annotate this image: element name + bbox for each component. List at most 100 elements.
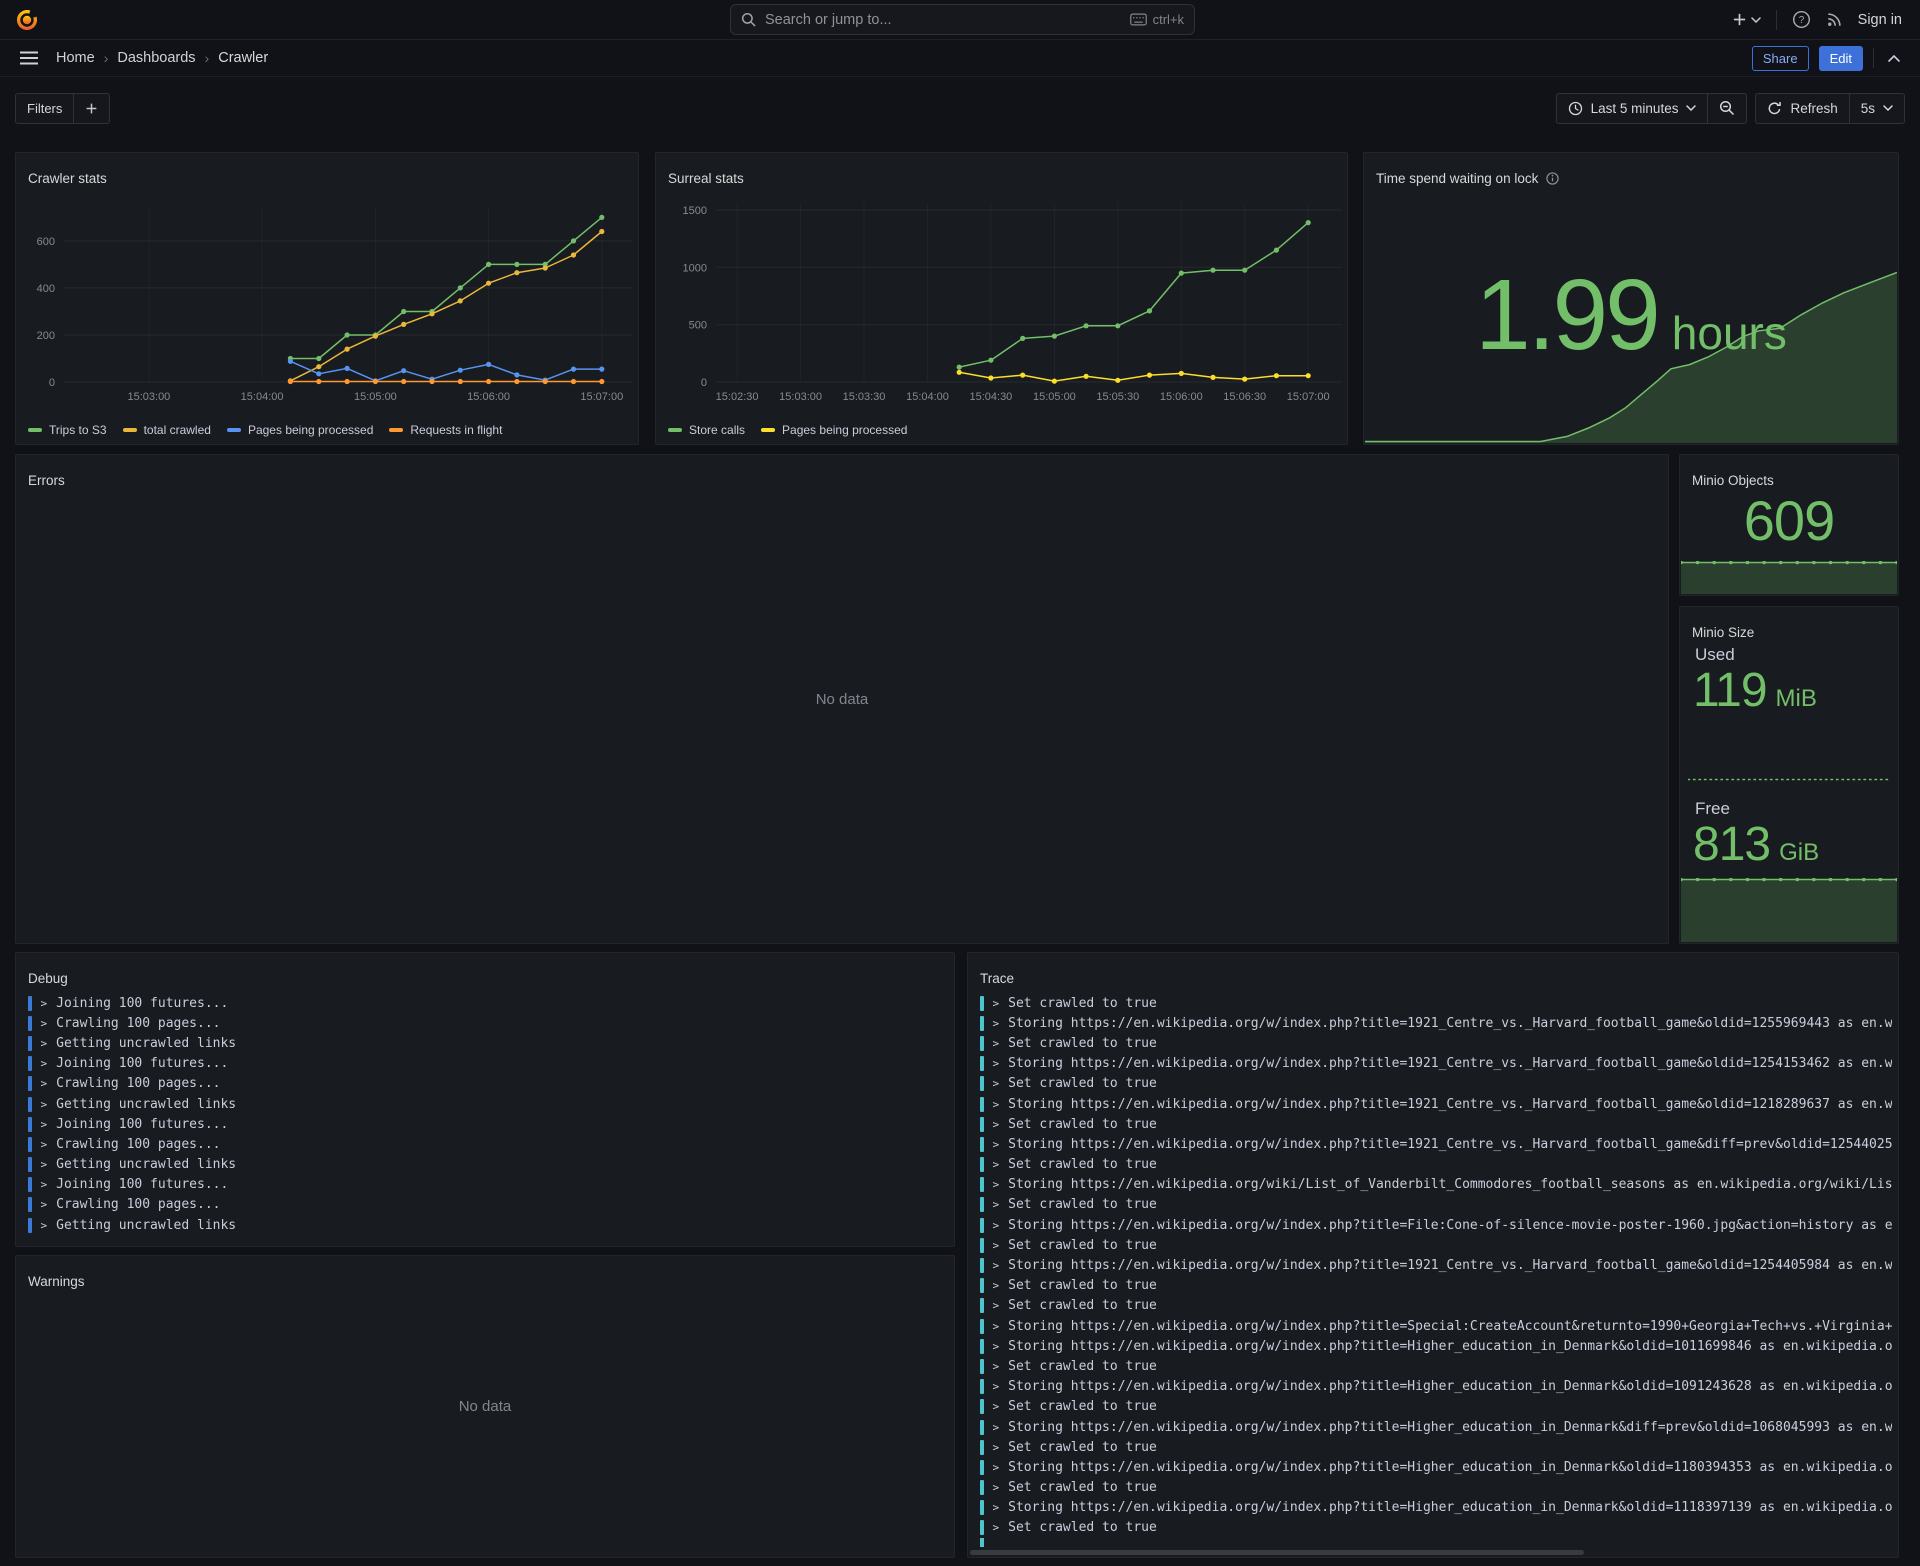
legend-item[interactable]: Store calls (668, 423, 745, 437)
grafana-logo-icon[interactable] (15, 8, 39, 32)
help-button[interactable]: ? (1792, 10, 1811, 29)
log-row[interactable]: > Getting uncrawled links (28, 1155, 948, 1175)
chevron-down-icon (1883, 105, 1893, 111)
log-line-text: Storing https://en.wikipedia.org/w/index… (1008, 1217, 1892, 1233)
add-filter-button[interactable] (74, 94, 109, 123)
log-row[interactable]: > Set crawled to true (980, 1235, 1892, 1255)
log-row[interactable]: > Crawling 100 pages... (28, 1074, 948, 1094)
crawler-stats-chart[interactable]: 0 200 400 600 15:03:00 15:04:00 15:05:00 15:06:… (16, 153, 638, 444)
log-row[interactable]: > Set crawled to true (980, 993, 1892, 1013)
log-row[interactable]: > Joining 100 futures... (28, 993, 948, 1013)
refresh-interval-button[interactable]: 5s (1850, 94, 1904, 123)
breadcrumb-home[interactable]: Home (56, 50, 95, 66)
log-row[interactable]: > Getting uncrawled links (28, 1033, 948, 1053)
panel-title[interactable]: Warnings (28, 1274, 85, 1290)
log-row[interactable]: > Storing https://en.wikipedia.org/w/inde… (980, 1336, 1892, 1356)
log-level-bar (980, 1298, 984, 1314)
log-row[interactable]: > Joining 100 futures... (28, 1175, 948, 1195)
log-row[interactable]: > Storing https://en.wikipedia.org/w/inde… (980, 1054, 1892, 1074)
log-row[interactable]: > Set crawled to true (980, 1356, 1892, 1376)
refresh-group: Refresh 5s (1755, 92, 1905, 124)
log-row[interactable]: > Storing https://en.wikipedia.org/w/inde… (980, 1316, 1892, 1336)
svg-text:15:05:00: 15:05:00 (354, 391, 397, 403)
legend-item[interactable]: Pages being processed (226, 423, 373, 437)
log-row[interactable]: > Joining 100 futures... (28, 1114, 948, 1134)
log-row[interactable]: > Crawling 100 pages... (28, 1134, 948, 1154)
collapse-controls-button[interactable] (1884, 51, 1904, 66)
log-line-text: Set crawled to true (1008, 1480, 1157, 1496)
horizontal-scrollbar[interactable] (970, 1550, 1584, 1555)
log-row[interactable]: > Storing https://en.wikipedia.org/w/inde… (980, 1215, 1892, 1235)
log-row[interactable]: > Set crawled to true (980, 1437, 1892, 1457)
log-row[interactable]: > Getting uncrawled links (28, 1215, 948, 1234)
new-menu-button[interactable] (1732, 12, 1761, 27)
log-level-bar (980, 1500, 984, 1516)
log-row[interactable]: > Storing https://en.wikipedia.org/w/inde… (980, 1457, 1892, 1477)
log-row[interactable]: > Set crawled to true (980, 1296, 1892, 1316)
share-button[interactable]: Share (1751, 45, 1809, 71)
legend-item[interactable]: Trips to S3 (28, 423, 107, 437)
log-row[interactable]: > Joining 100 futures... (28, 1054, 948, 1074)
log-row[interactable]: > Crawling 100 pages... (28, 1195, 948, 1215)
expand-chevron-icon: > (40, 1117, 48, 1131)
breadcrumb-dashboards[interactable]: Dashboards (117, 50, 196, 66)
expand-chevron-icon: > (40, 1198, 48, 1212)
surreal-stats-chart[interactable]: 0 500 1000 1500 15:02:30 15:03:00 15:03:30 15:0… (656, 153, 1347, 444)
stat-unit: GiB (1779, 839, 1820, 866)
log-line-text: Set crawled to true (1008, 1157, 1157, 1173)
log-row[interactable]: > Storing https://en.wikipedia.org/w/inde… (980, 1094, 1892, 1114)
log-row[interactable]: > Storing https://en.wikipedia.org/w/inde… (980, 1013, 1892, 1033)
log-row[interactable]: > Storing https://en.wikipedia.org/wiki/L… (980, 1175, 1892, 1195)
panel-title[interactable]: Errors (28, 473, 65, 489)
log-row[interactable]: > Set crawled to true (980, 1397, 1892, 1417)
log-row[interactable]: > Storing https://en.wikipedia.org/w/inde… (980, 1377, 1892, 1397)
filters-button[interactable]: Filters (16, 94, 73, 123)
panel-title[interactable]: Minio Objects (1692, 473, 1774, 489)
log-row[interactable]: > Set crawled to true (980, 1074, 1892, 1094)
log-row[interactable]: > Storing https://en.wikipedia.org/w/inde… (980, 1134, 1892, 1154)
log-level-bar (980, 1035, 984, 1051)
zoom-out-button[interactable] (1708, 94, 1746, 123)
menu-toggle-button[interactable] (16, 47, 42, 69)
chevron-down-icon (1686, 105, 1697, 111)
search-input[interactable]: Search or jump to... ctrl+k (730, 4, 1195, 35)
legend-item[interactable]: total crawled (122, 423, 211, 437)
used-stat: 119 MiB (1693, 667, 1817, 715)
log-row[interactable]: > Set crawled to true (980, 1114, 1892, 1134)
legend-item[interactable]: Requests in flight (389, 423, 502, 437)
panel-title[interactable]: Debug (28, 971, 68, 987)
log-level-bar (980, 1116, 984, 1132)
panel-title[interactable]: Minio Size (1692, 625, 1755, 641)
rss-icon (1826, 11, 1843, 28)
log-row[interactable]: > Set crawled to true (980, 1276, 1892, 1296)
chevron-up-icon (1888, 54, 1900, 62)
log-level-bar (980, 995, 984, 1011)
breadcrumb-current: Crawler (218, 50, 269, 66)
sign-in-button[interactable]: Sign in (1857, 11, 1902, 28)
log-row[interactable]: > Set crawled to true (980, 1518, 1892, 1538)
log-line-text: Storing https://en.wikipedia.org/wiki/Li… (1008, 1177, 1892, 1193)
log-row[interactable]: > Storing https://en.wikipedia.org/w/inde… (980, 1255, 1892, 1275)
svg-text:15:06:00: 15:06:00 (467, 391, 510, 403)
log-row[interactable]: > Set crawled to true (980, 1155, 1892, 1175)
log-row[interactable]: > Set crawled to true (980, 1195, 1892, 1215)
log-row[interactable]: > Set crawled to true (980, 1478, 1892, 1498)
time-range-button[interactable]: Last 5 minutes (1557, 94, 1708, 123)
news-button[interactable] (1826, 11, 1843, 28)
log-row[interactable]: > Storing https://en.wikipedia.org/w/inde… (980, 1498, 1892, 1518)
legend-item[interactable]: Pages being processed (761, 423, 907, 437)
expand-chevron-icon: > (992, 1299, 1000, 1313)
refresh-button[interactable]: Refresh (1756, 94, 1848, 123)
panel-title[interactable]: Time spend waiting on lock (1376, 171, 1560, 186)
log-row[interactable]: > Storing https://en.wikipedia.org/w/inde… (980, 1417, 1892, 1437)
info-icon[interactable] (1546, 172, 1560, 185)
panel-title[interactable]: Surreal stats (668, 171, 744, 187)
log-row[interactable]: > Getting uncrawled links (28, 1094, 948, 1114)
panel-title[interactable]: Trace (980, 971, 1015, 987)
log-line-text: Getting uncrawled links (56, 1096, 237, 1112)
log-row[interactable]: > Crawling 100 pages... (28, 1013, 948, 1033)
edit-button[interactable]: Edit (1818, 45, 1863, 71)
svg-text:15:03:00: 15:03:00 (127, 391, 170, 403)
log-row[interactable]: > Set crawled to true (980, 1033, 1892, 1053)
panel-title[interactable]: Crawler stats (28, 171, 107, 187)
